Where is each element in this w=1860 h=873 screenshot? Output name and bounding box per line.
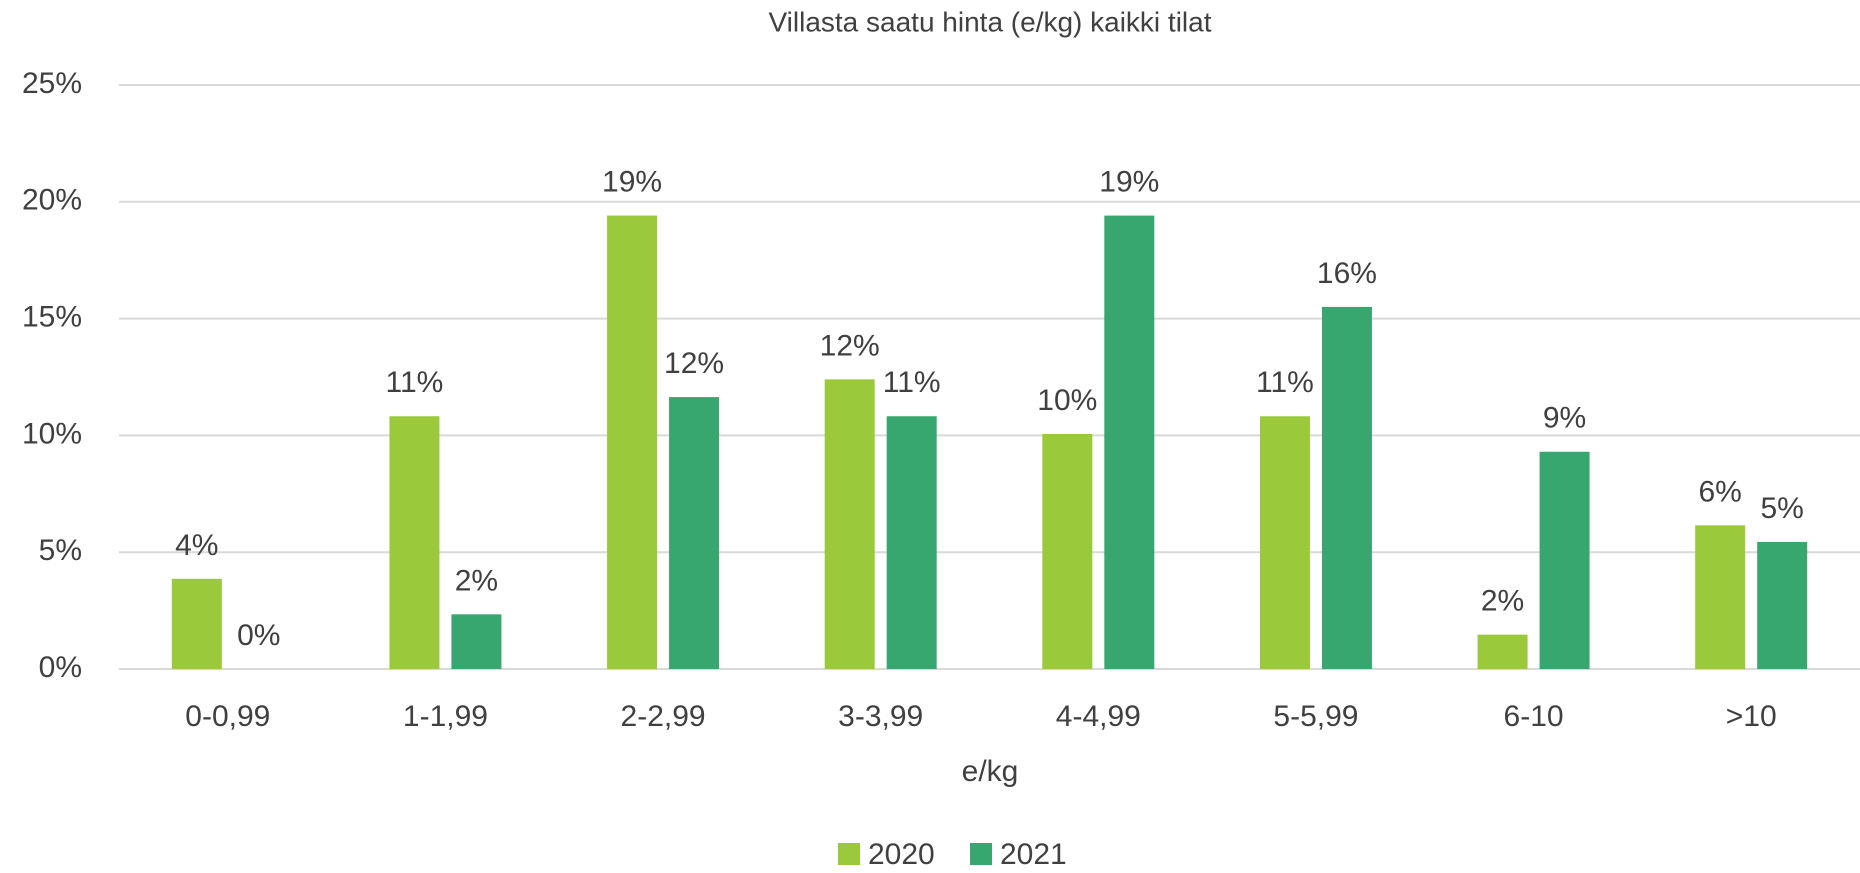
data-label: 10% — [1037, 384, 1097, 417]
data-label: 4% — [175, 529, 218, 562]
x-tick-label: 0-0,99 — [185, 700, 270, 733]
y-tick-label: 25% — [22, 67, 82, 100]
bar — [171, 578, 222, 669]
data-label: 12% — [820, 329, 880, 362]
data-label: 11% — [386, 366, 444, 399]
x-tick-label: 6-10 — [1504, 700, 1564, 733]
y-tick-label: 15% — [22, 301, 82, 334]
x-tick-label: 4-4,99 — [1056, 700, 1141, 733]
y-tick-label: 10% — [22, 417, 82, 450]
data-label: 2% — [1481, 585, 1524, 618]
bar — [1104, 215, 1155, 669]
bar — [1695, 525, 1746, 669]
bar — [1757, 541, 1808, 669]
data-label: 9% — [1543, 402, 1586, 435]
data-label: 0% — [237, 619, 280, 652]
x-tick-label: 3-3,99 — [838, 700, 923, 733]
data-label: 16% — [1317, 257, 1377, 290]
bar — [886, 416, 937, 669]
y-tick-label: 20% — [22, 184, 82, 217]
bar — [607, 215, 658, 669]
bar — [389, 416, 440, 669]
data-label: 6% — [1699, 475, 1742, 508]
y-tick-label: 5% — [39, 534, 82, 567]
chart-title: Villasta saatu hinta (e/kg) kaikki tilat — [768, 6, 1211, 37]
data-label: 12% — [664, 347, 724, 380]
bar — [669, 397, 720, 669]
bar — [1477, 634, 1528, 669]
data-label: 5% — [1761, 492, 1804, 525]
x-tick-label: >10 — [1726, 700, 1777, 733]
x-tick-label: 2-2,99 — [621, 700, 706, 733]
legend-label: 2020 — [868, 838, 935, 871]
legend-swatch — [838, 843, 860, 865]
data-label: 19% — [1099, 166, 1159, 199]
data-label: 19% — [602, 166, 662, 199]
bar — [451, 614, 502, 669]
legend-label: 2021 — [1000, 838, 1067, 871]
x-tick-label: 5-5,99 — [1273, 700, 1358, 733]
x-axis-label: e/kg — [962, 755, 1019, 788]
data-label: 2% — [455, 564, 498, 597]
data-label: 11% — [1256, 366, 1314, 399]
data-label: 11% — [883, 366, 941, 399]
bar — [1042, 433, 1093, 669]
bar — [824, 379, 875, 669]
bar — [1539, 451, 1590, 669]
legend-swatch — [970, 843, 992, 865]
bar — [1259, 416, 1310, 669]
bar — [1321, 306, 1372, 669]
x-tick-label: 1-1,99 — [403, 700, 488, 733]
y-tick-label: 0% — [39, 651, 82, 684]
